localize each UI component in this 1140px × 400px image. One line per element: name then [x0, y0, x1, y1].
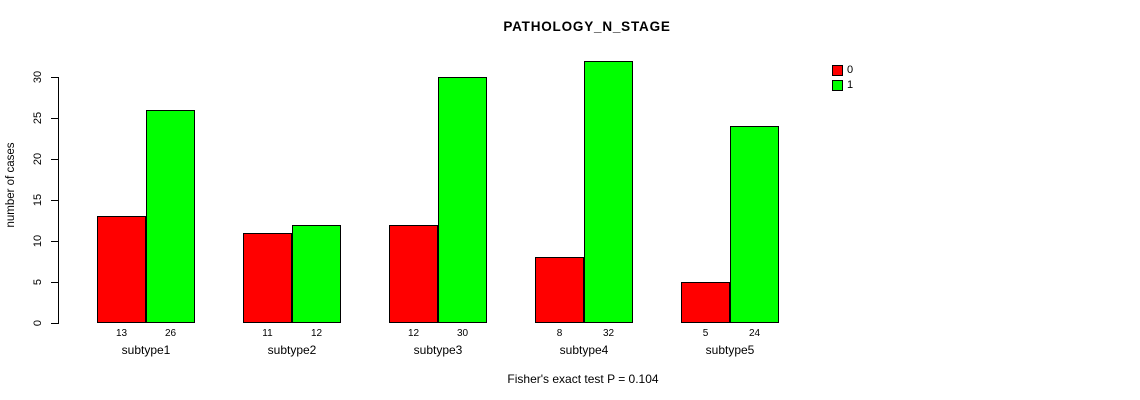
bar-subtype1-0: [97, 216, 146, 323]
legend-swatch-green: [832, 80, 843, 91]
bar-subtype5-1: [730, 126, 779, 323]
bar-count-label-subtype1-0: 13: [115, 328, 128, 339]
y-tick-mark: [51, 200, 59, 201]
y-tick-label: 30: [32, 70, 44, 84]
legend-label-1: 1: [847, 79, 854, 91]
legend-swatch-red: [832, 65, 843, 76]
bar-subtype5-0: [681, 282, 730, 323]
bar-count-label-subtype4-1: 32: [602, 328, 615, 339]
x-category-label-subtype2: subtype2: [267, 343, 317, 357]
bar-subtype1-1: [146, 110, 195, 323]
bar-subtype4-0: [535, 257, 584, 323]
bar-count-label-subtype5-1: 24: [748, 328, 761, 339]
x-category-label-subtype1: subtype1: [121, 343, 171, 357]
y-tick-mark: [51, 282, 59, 283]
y-tick-label: 20: [32, 152, 44, 166]
x-category-label-subtype5: subtype5: [705, 343, 755, 357]
chart-title: PATHOLOGY_N_STAGE: [503, 19, 671, 34]
y-tick-label: 0: [32, 319, 44, 327]
bar-subtype2-0: [243, 233, 292, 323]
bar-count-label-subtype2-1: 12: [310, 328, 323, 339]
y-tick-label: 25: [32, 111, 44, 125]
y-tick-mark: [51, 159, 59, 160]
legend-item-0: 0: [832, 63, 853, 78]
y-axis-label: number of cases: [5, 142, 17, 228]
y-tick-mark: [51, 77, 59, 78]
bar-count-label-subtype5-0: 5: [702, 328, 709, 339]
y-tick-label: 10: [32, 234, 44, 248]
x-category-label-subtype3: subtype3: [413, 343, 463, 357]
bar-count-label-subtype1-1: 26: [164, 328, 177, 339]
legend-item-1: 1: [832, 78, 853, 93]
y-tick-mark: [51, 118, 59, 119]
bar-count-label-subtype3-0: 12: [407, 328, 420, 339]
y-tick-mark: [51, 241, 59, 242]
fisher-test-annotation: Fisher's exact test P = 0.104: [507, 372, 659, 386]
y-tick-label: 15: [32, 193, 44, 207]
y-tick-mark: [51, 323, 59, 324]
y-tick-label: 5: [32, 278, 44, 286]
bar-count-label-subtype3-1: 30: [456, 328, 469, 339]
bar-subtype2-1: [292, 225, 341, 323]
bar-count-label-subtype4-0: 8: [556, 328, 563, 339]
legend-label-0: 0: [847, 64, 854, 76]
x-category-label-subtype4: subtype4: [559, 343, 609, 357]
bar-count-label-subtype2-0: 11: [262, 328, 273, 339]
bar-subtype3-0: [389, 225, 438, 323]
bar-subtype3-1: [438, 77, 487, 323]
bar-subtype4-1: [584, 61, 633, 323]
legend: 0 1: [832, 63, 853, 93]
